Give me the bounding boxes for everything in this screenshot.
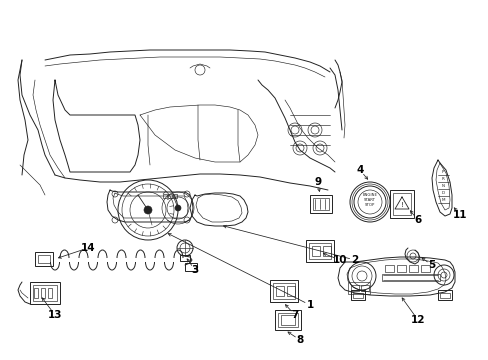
Bar (350, 285, 358, 291)
Text: R: R (441, 177, 444, 181)
Text: !: ! (400, 202, 403, 208)
Bar (352, 293, 362, 298)
Bar (347, 282, 369, 294)
Bar (389, 190, 413, 218)
Text: 14: 14 (81, 243, 95, 253)
Text: 8: 8 (296, 335, 303, 345)
Text: 2: 2 (351, 255, 358, 265)
Bar (168, 194, 172, 198)
Bar (173, 194, 177, 198)
Text: 6: 6 (413, 215, 421, 225)
Bar (272, 283, 294, 299)
Bar (439, 293, 449, 298)
Text: 3: 3 (191, 265, 198, 275)
Bar (381, 274, 439, 281)
Bar (392, 193, 410, 215)
Bar (384, 265, 393, 272)
Bar (396, 265, 405, 272)
Bar (350, 290, 364, 300)
Bar (33, 285, 57, 301)
Bar (360, 285, 368, 291)
Bar (305, 240, 333, 262)
Circle shape (175, 205, 181, 211)
Bar (281, 315, 294, 325)
Bar (323, 246, 330, 256)
Text: 12: 12 (410, 315, 425, 325)
Text: P: P (441, 170, 443, 174)
Text: ENGINE
START
STOP: ENGINE START STOP (362, 193, 377, 207)
Bar (311, 246, 319, 256)
Text: D: D (441, 191, 444, 195)
Bar (312, 198, 328, 210)
Bar (30, 282, 60, 304)
Text: 10: 10 (332, 255, 346, 265)
Bar (437, 290, 451, 300)
Text: 4: 4 (356, 165, 363, 175)
Bar (35, 252, 53, 266)
Bar (269, 280, 297, 302)
Text: M: M (440, 198, 444, 202)
Bar (184, 263, 197, 271)
Bar (309, 195, 331, 213)
Bar (41, 288, 45, 298)
Bar (286, 286, 294, 296)
Bar (274, 310, 301, 330)
Bar (180, 255, 190, 261)
Bar (38, 255, 50, 263)
Text: 9: 9 (314, 177, 321, 187)
Bar (34, 288, 38, 298)
Bar (275, 286, 284, 296)
Text: 7: 7 (291, 310, 298, 320)
Bar (278, 313, 297, 327)
Text: 1: 1 (306, 300, 313, 310)
Bar (48, 288, 52, 298)
Bar (408, 265, 417, 272)
Bar (308, 243, 330, 259)
Bar (163, 194, 167, 198)
Text: 5: 5 (427, 260, 435, 270)
Text: 11: 11 (452, 210, 467, 220)
Circle shape (143, 206, 152, 214)
Text: 13: 13 (48, 310, 62, 320)
Text: N: N (441, 184, 444, 188)
Bar (420, 265, 429, 272)
